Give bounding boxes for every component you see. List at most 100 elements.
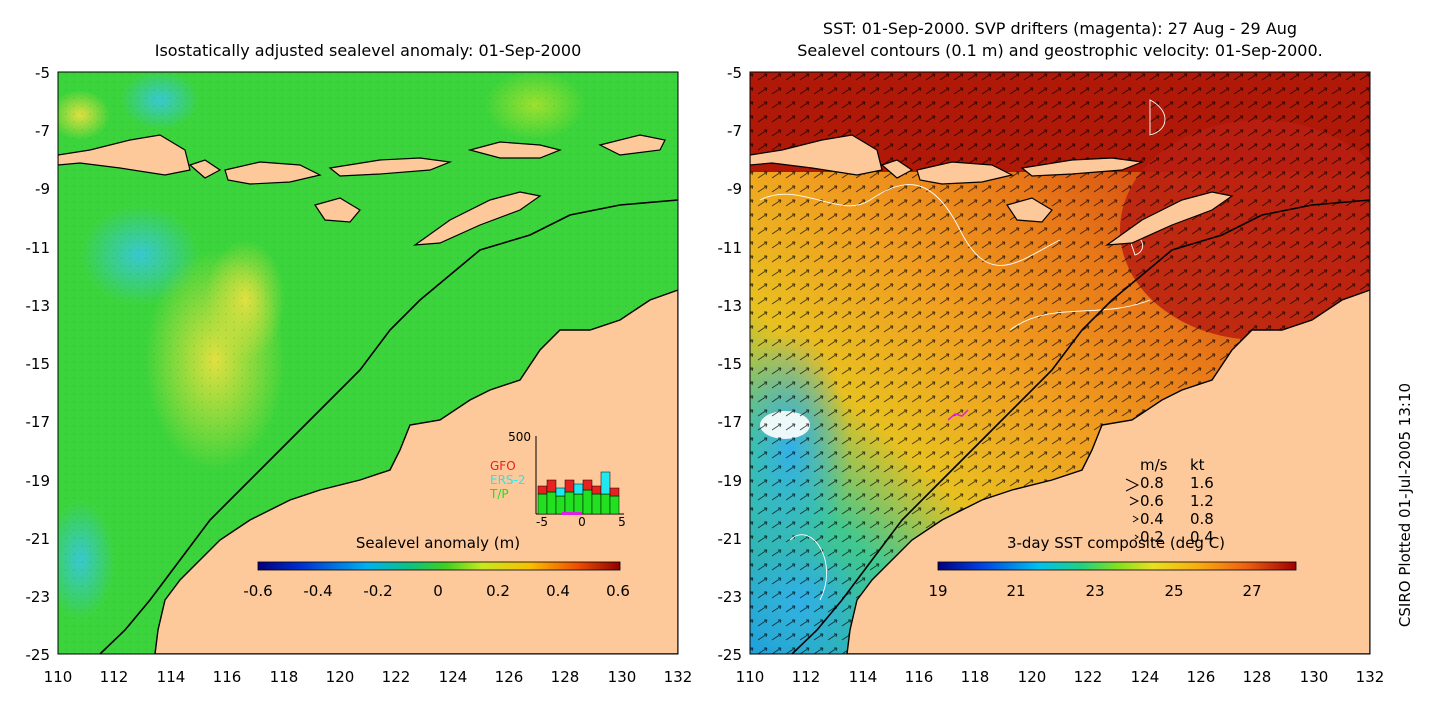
inset-bars xyxy=(537,471,620,515)
left-x-axis: 110 112 114 116 118 120 122 124 126 128 … xyxy=(44,668,693,686)
left-colorbar-ramp xyxy=(257,561,621,571)
left-xtick: 110 xyxy=(44,668,73,686)
velocity-key-kt: 0.8 xyxy=(1190,510,1214,528)
left-land-sumbawa xyxy=(224,161,322,185)
right-ytick: -21 xyxy=(718,530,743,548)
left-cbar-tick: -0.2 xyxy=(363,582,392,600)
velocity-key-ms: 0.8 xyxy=(1140,474,1164,492)
left-ytick: -23 xyxy=(26,588,51,606)
right-land-flores xyxy=(1020,157,1145,177)
left-map-frame xyxy=(57,71,679,655)
left-shelf-contour xyxy=(99,199,678,654)
right-xtick: 110 xyxy=(736,668,765,686)
right-xtick: 116 xyxy=(905,668,934,686)
left-ytick: -17 xyxy=(26,413,51,431)
left-xtick: 120 xyxy=(326,668,355,686)
left-xtick: 112 xyxy=(100,668,129,686)
inset-xtick-5: 5 xyxy=(618,515,626,529)
right-map-title-line2: Sealevel contours (0.1 m) and geostrophi… xyxy=(797,41,1323,60)
inset-bar xyxy=(573,493,584,515)
left-land-java xyxy=(58,134,191,176)
velocity-key-kt: 0.4 xyxy=(1190,528,1214,546)
left-ytick: -5 xyxy=(35,64,50,82)
left-cbar-tick: -0.4 xyxy=(303,582,332,600)
inset-bar xyxy=(591,493,602,515)
right-cbar-tick: 25 xyxy=(1164,582,1183,600)
left-cbar-tick: -0.6 xyxy=(243,582,272,600)
left-land-bali xyxy=(188,159,222,179)
velocity-key-arrow xyxy=(1129,496,1140,506)
left-land-flores xyxy=(328,157,453,177)
velocity-key-header-kt: kt xyxy=(1190,456,1205,474)
left-ytick: -25 xyxy=(26,646,51,664)
left-xtick: 132 xyxy=(664,668,693,686)
inset-today-marker xyxy=(562,512,582,515)
left-xtick: 124 xyxy=(439,668,468,686)
inset-legend-tp: T/P xyxy=(489,487,509,501)
left-land-timor xyxy=(412,191,542,246)
inset-bar xyxy=(582,489,593,515)
inset-bar xyxy=(546,491,557,515)
left-xtick: 126 xyxy=(495,668,524,686)
left-ytick: -11 xyxy=(26,239,51,257)
left-y-axis: -5 -7 -9 -11 -13 -15 -17 -19 -21 -23 -25 xyxy=(26,64,51,664)
right-shelf-contour xyxy=(791,199,1370,654)
left-xtick: 118 xyxy=(270,668,299,686)
inset-bar xyxy=(573,483,584,495)
inset-bar xyxy=(564,491,575,515)
right-cbar-tick: 21 xyxy=(1006,582,1025,600)
inset-bar xyxy=(591,485,602,495)
inset-bar xyxy=(609,487,620,497)
inset-legend-gfo: GFO xyxy=(490,459,516,473)
right-xtick: 132 xyxy=(1356,668,1385,686)
right-map-frame xyxy=(749,71,1371,655)
right-ytick: -15 xyxy=(718,355,743,373)
inset-xtick-0: 0 xyxy=(578,515,586,529)
right-xtick: 114 xyxy=(849,668,878,686)
velocity-key-arrow xyxy=(1125,478,1140,492)
right-xtick: 124 xyxy=(1131,668,1160,686)
right-land-java xyxy=(750,134,883,176)
left-cbar-tick: 0.6 xyxy=(606,582,630,600)
right-sealevel-contour xyxy=(759,99,1166,601)
left-land-north-islands xyxy=(467,134,666,159)
left-cbar-tick: 0 xyxy=(433,582,443,600)
inset-bar xyxy=(582,479,593,491)
left-map: Isostatically adjusted sealevel anomaly:… xyxy=(26,41,693,686)
velocity-key-arrow xyxy=(1132,515,1139,523)
right-ytick: -17 xyxy=(718,413,743,431)
left-land-sumba xyxy=(314,197,361,223)
left-xtick: 122 xyxy=(382,668,411,686)
right-xtick: 118 xyxy=(961,668,990,686)
right-cbar-tick: 19 xyxy=(928,582,947,600)
inset-xtick-neg5: -5 xyxy=(536,515,548,529)
right-x-axis: 110 112 114 116 118 120 122 124 126 128 … xyxy=(736,668,1385,686)
plot-credit: CSIRO Plotted 01-Jul-2005 13:10 xyxy=(1396,383,1414,627)
right-ytick: -23 xyxy=(718,588,743,606)
right-ytick: -5 xyxy=(727,64,742,82)
right-land-timor xyxy=(1104,191,1234,246)
right-land-bali xyxy=(880,159,914,179)
right-xtick: 112 xyxy=(792,668,821,686)
inset-bar xyxy=(555,487,566,497)
left-cbar-tick: 0.2 xyxy=(486,582,510,600)
right-xtick: 126 xyxy=(1187,668,1216,686)
right-map-field xyxy=(750,72,1370,654)
right-colorbar-label: 3-day SST composite (deg C) xyxy=(1007,534,1225,552)
inset-bar xyxy=(546,479,557,493)
right-xtick: 128 xyxy=(1243,668,1272,686)
velocity-key-header-ms: m/s xyxy=(1140,456,1168,474)
velocity-key-ms: 0.4 xyxy=(1140,510,1164,528)
right-xtick: 120 xyxy=(1018,668,1047,686)
right-ytick: -25 xyxy=(718,646,743,664)
inset-bar xyxy=(609,495,620,515)
left-ytick: -7 xyxy=(35,122,50,140)
svp-drifter-track xyxy=(947,409,969,421)
right-xtick: 122 xyxy=(1074,668,1103,686)
inset-legend-ers2: ERS-2 xyxy=(490,473,526,487)
right-land-sumbawa xyxy=(916,161,1014,185)
left-xtick: 130 xyxy=(608,668,637,686)
left-inset: 500 GFO ERS-2 T/P xyxy=(489,430,626,529)
right-cbar-tick: 23 xyxy=(1085,582,1104,600)
